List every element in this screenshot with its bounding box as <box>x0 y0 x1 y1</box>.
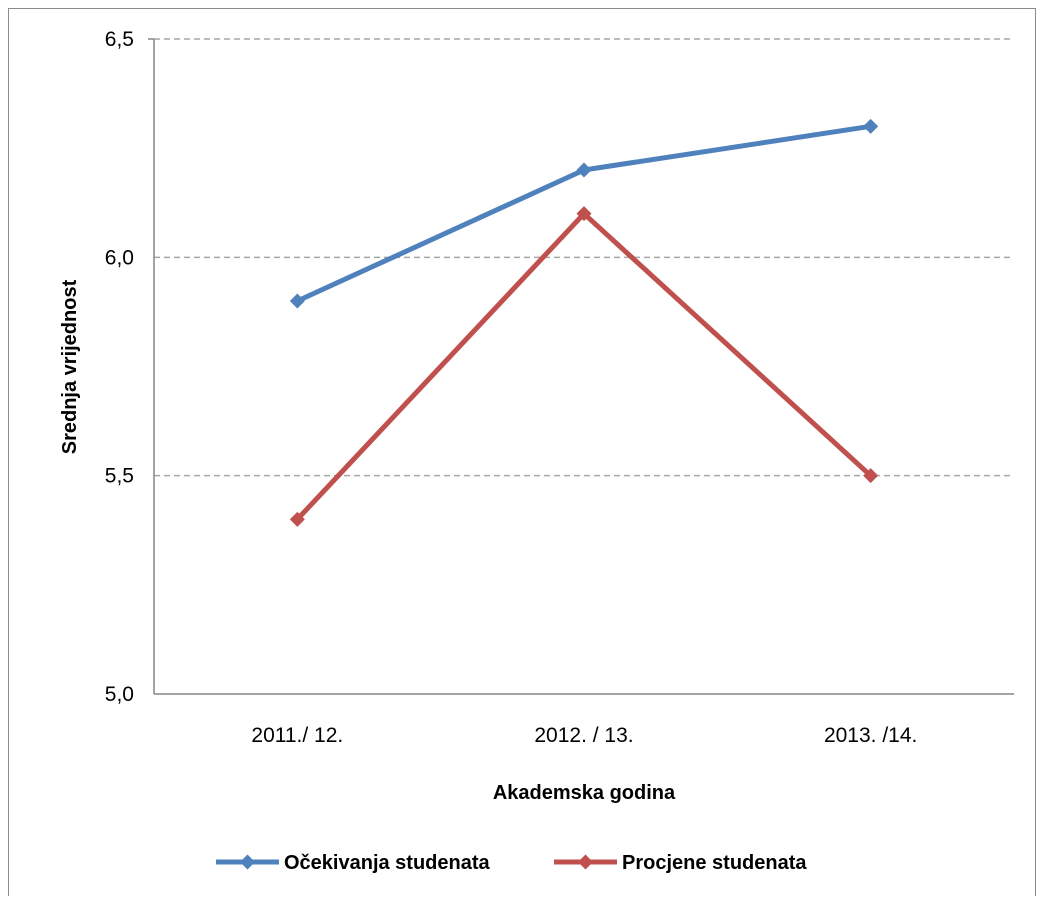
y-axis-title: Srednja vrijednost <box>59 279 81 454</box>
line-chart: 5,0 5,5 6,0 6,5 2011./ 12. 2012. / 13. 2013. … <box>59 28 1014 874</box>
x-axis-title: Akademska godina <box>493 782 676 804</box>
data-point <box>289 293 305 309</box>
legend-marker <box>578 854 593 870</box>
y-tick-label: 6,5 <box>105 28 134 51</box>
data-point <box>576 206 592 222</box>
y-tick-labels: 5,0 5,5 6,0 6,5 <box>105 28 134 706</box>
chart-frame: 5,0 5,5 6,0 6,5 2011./ 12. 2012. / 13. 2013. … <box>8 8 1036 896</box>
legend-item: Očekivanja studenata <box>216 852 491 874</box>
series-2 <box>289 206 879 527</box>
x-tick-label: 2012. / 13. <box>534 724 633 747</box>
y-tick-label: 5,0 <box>105 683 134 706</box>
x-tick-label: 2011./ 12. <box>251 724 343 747</box>
y-tick-label: 6,0 <box>105 246 134 269</box>
y-tick-label: 5,5 <box>105 465 134 488</box>
gridlines <box>154 38 1014 477</box>
data-point <box>863 118 879 134</box>
data-point <box>576 162 592 178</box>
legend: Očekivanja studenata Procjene studenata <box>216 852 807 874</box>
x-tick-label: 2013. /14. <box>824 724 917 747</box>
x-tick-labels: 2011./ 12. 2012. / 13. 2013. /14. <box>251 724 917 747</box>
legend-marker <box>240 854 255 870</box>
series-1 <box>289 118 879 309</box>
legend-label: Očekivanja studenata <box>284 852 491 874</box>
legend-label: Procjene studenata <box>622 852 807 874</box>
axes <box>148 38 1014 695</box>
legend-item: Procjene studenata <box>554 852 807 874</box>
data-point <box>863 468 879 484</box>
series <box>289 118 879 527</box>
